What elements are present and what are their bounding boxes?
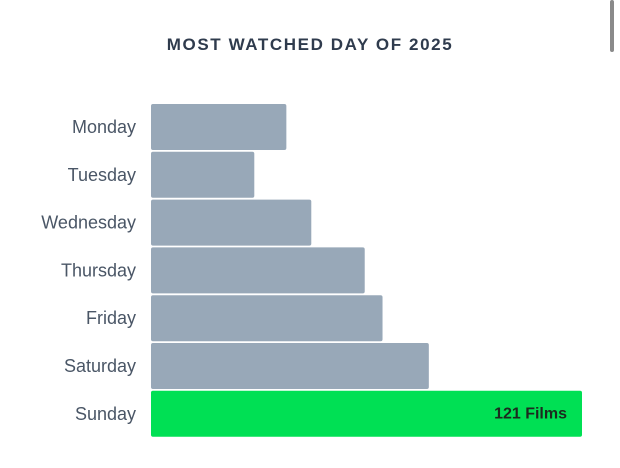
bar-tuesday[interactable]: [151, 151, 255, 198]
bar-thursday[interactable]: [151, 247, 365, 294]
scrollbar[interactable]: [610, 0, 614, 52]
bar-sunday[interactable]: [151, 390, 582, 437]
category-label-thursday: Thursday: [61, 260, 136, 280]
bars-layer: Monday Tuesday Wednesday Thursday Friday Satu…: [41, 104, 582, 437]
category-label-wednesday: Wednesday: [41, 213, 136, 233]
bar-monday[interactable]: [151, 104, 287, 150]
category-label-monday: Monday: [72, 117, 136, 137]
category-label-saturday: Saturday: [64, 356, 136, 376]
category-label-sunday: Sunday: [75, 404, 136, 424]
chart-title: MOST WATCHED DAY OF 2025: [166, 35, 454, 54]
category-label-tuesday: Tuesday: [68, 165, 136, 185]
bar-wednesday[interactable]: [151, 199, 312, 246]
bar-friday[interactable]: [151, 295, 383, 342]
category-label-friday: Friday: [86, 308, 136, 328]
bar-saturday[interactable]: [151, 343, 429, 389]
bar-value-label: 121 Films: [494, 405, 567, 422]
